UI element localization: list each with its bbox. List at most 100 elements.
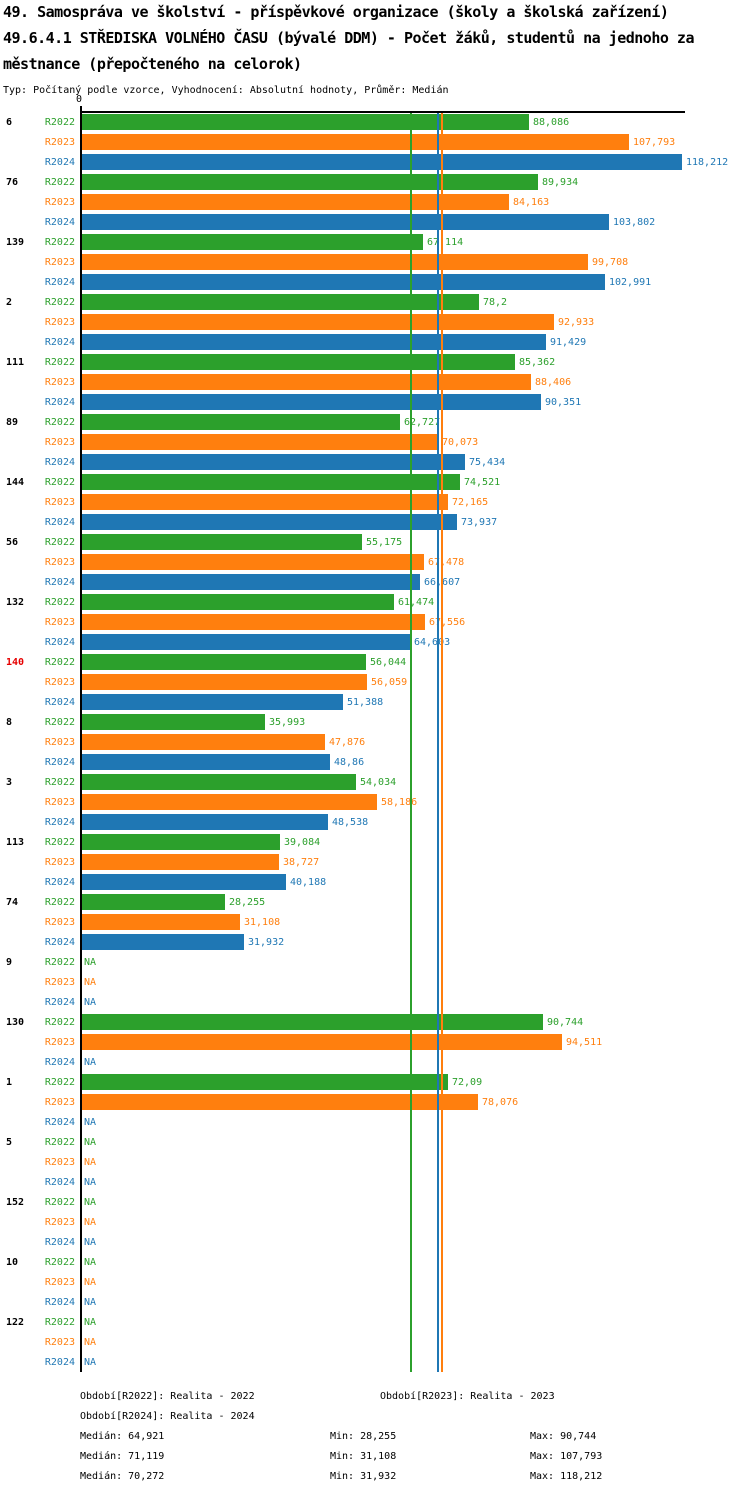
category-label: 2 [6,297,13,308]
bar-r2023 [82,494,448,510]
median-line-r2024 [437,113,439,1372]
stat-max-r2022: Max: 90,744 [530,1431,597,1442]
bar-r2024 [82,154,682,170]
bar-r2024 [82,874,286,890]
bar-r2022 [82,114,529,130]
report-title-line-2: 49.6.4.1 STŘEDISKA VOLNÉHO ČASU (bývalé … [3,29,695,47]
series-label-r2024: R2024 [44,157,75,168]
series-label-r2023: R2023 [44,497,75,508]
na-label: NA [84,1257,97,1268]
bar-r2024 [82,394,541,410]
legend-item-r2023: Období[R2023]: Realita - 2023 [380,1391,555,1402]
bar-r2024 [82,334,546,350]
na-label: NA [84,1197,97,1208]
series-label-r2023: R2023 [44,797,75,808]
bar-r2023 [82,194,509,210]
bar-r2024 [82,274,605,290]
value-label: 88,086 [533,117,570,128]
category-label: 74 [6,897,19,908]
bar-r2022 [82,834,280,850]
stat-max-r2023: Max: 107,793 [530,1451,603,1462]
category-label: 144 [6,477,25,488]
category-label: 9 [6,957,13,968]
value-label: 31,108 [244,917,281,928]
na-label: NA [84,1157,97,1168]
category-label: 111 [6,357,25,368]
series-label-r2023: R2023 [44,1337,75,1348]
category-label: 89 [6,417,19,428]
series-label-r2023: R2023 [44,1277,75,1288]
value-label: 48,86 [334,757,365,768]
bar-r2024 [82,574,420,590]
value-label: 31,932 [248,937,285,948]
series-label-r2023: R2023 [44,137,75,148]
series-label-r2024: R2024 [44,277,75,288]
bar-r2024 [82,514,457,530]
bar-r2022 [82,414,400,430]
series-label-r2022: R2022 [44,237,75,248]
report-title-line-3: městnance (přepočteného na celorok) [3,55,302,73]
bar-r2024 [82,934,244,950]
value-label: 40,188 [290,877,327,888]
category-label: 56 [6,537,19,548]
y-axis-line [80,106,82,1372]
value-label: 90,351 [545,397,582,408]
value-label: 92,933 [558,317,595,328]
value-label: 85,362 [519,357,556,368]
bar-r2022 [82,594,394,610]
category-label: 113 [6,837,25,848]
stat-min-r2024: Min: 31,932 [330,1471,397,1482]
series-label-r2022: R2022 [44,1077,75,1088]
value-label: 118,212 [686,157,729,168]
value-label: 73,937 [461,517,498,528]
value-label: 56,044 [370,657,407,668]
series-label-r2024: R2024 [44,337,75,348]
stat-median-r2022: Medián: 64,921 [80,1431,165,1442]
series-label-r2024: R2024 [44,1297,75,1308]
series-label-r2022: R2022 [44,1317,75,1328]
series-label-r2024: R2024 [44,217,75,228]
series-label-r2024: R2024 [44,1357,75,1368]
series-label-r2023: R2023 [44,257,75,268]
median-line-r2022 [410,113,412,1372]
value-label: 51,388 [347,697,384,708]
value-label: 75,434 [469,457,506,468]
value-label: 38,727 [283,857,320,868]
bar-r2022 [82,474,460,490]
series-label-r2022: R2022 [44,1137,75,1148]
stat-median-r2024: Medián: 70,272 [80,1471,165,1482]
value-label: 35,993 [269,717,306,728]
category-label: 76 [6,177,19,188]
na-label: NA [84,1337,97,1348]
series-label-r2023: R2023 [44,917,75,928]
na-label: NA [84,1117,97,1128]
value-label: 99,708 [592,257,629,268]
value-label: 78,076 [482,1097,519,1108]
value-label: 67,556 [429,617,466,628]
series-label-r2024: R2024 [44,517,75,528]
value-label: 54,034 [360,777,397,788]
value-label: 90,744 [547,1017,584,1028]
bar-r2023 [82,674,367,690]
bar-r2022 [82,174,538,190]
series-label-r2022: R2022 [44,897,75,908]
value-label: 28,255 [229,897,266,908]
value-label: 72,165 [452,497,489,508]
na-label: NA [84,957,97,968]
median-line-r2023 [441,113,443,1372]
series-label-r2022: R2022 [44,717,75,728]
legend-item-r2022: Období[R2022]: Realita - 2022 [80,1391,255,1402]
series-label-r2022: R2022 [44,957,75,968]
category-label: 6 [6,117,13,128]
bar-r2022 [82,354,515,370]
value-label: 103,802 [613,217,656,228]
category-label: 152 [6,1197,25,1208]
bar-r2023 [82,314,554,330]
category-label: 1 [6,1077,13,1088]
series-label-r2024: R2024 [44,817,75,828]
series-label-r2023: R2023 [44,197,75,208]
value-label: 102,991 [609,277,652,288]
na-label: NA [84,1237,97,1248]
value-label: 48,538 [332,817,369,828]
series-label-r2023: R2023 [44,377,75,388]
